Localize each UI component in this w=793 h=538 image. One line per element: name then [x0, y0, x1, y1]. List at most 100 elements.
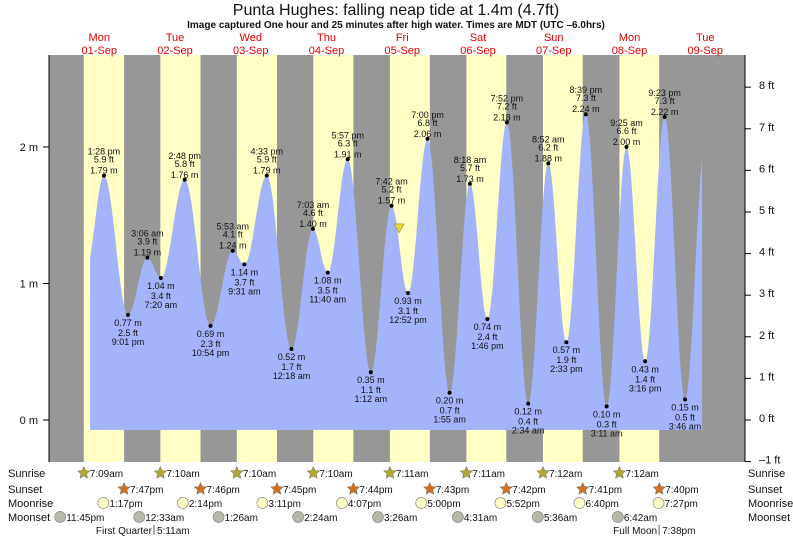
sunset-icon	[117, 481, 131, 495]
low-tide-point	[406, 291, 411, 296]
tide-ft-label: 2.4 ft	[477, 332, 498, 342]
tide-m-label: 1.76 m	[171, 170, 199, 180]
moonset-icon	[212, 511, 225, 523]
high-tide-point	[145, 255, 150, 260]
sunrise-icon	[230, 465, 244, 479]
sunrise-time: 7:12am	[549, 469, 582, 480]
moonset-icon	[452, 511, 464, 523]
tide-m-label: 1.91 m	[334, 149, 362, 159]
tide-m-label: 2.24 m	[572, 104, 600, 114]
tide-ft-label: 1.4 ft	[635, 374, 656, 384]
tide-m-label: 0.52 m	[278, 352, 306, 362]
date-label: 05-Sep	[385, 45, 420, 57]
high-tide-point	[425, 136, 430, 141]
day-label: Sun	[544, 32, 564, 44]
tide-ft-label: 7.2 ft	[497, 101, 518, 111]
low-tide-point	[683, 397, 688, 402]
moon-phase-name: First Quarter	[96, 526, 153, 537]
date-label: 06-Sep	[460, 45, 495, 57]
high-tide-point	[504, 120, 509, 125]
sunrise-row-label-right: Sunrise	[748, 468, 785, 480]
tide-time-label: 2:34 am	[512, 426, 545, 436]
moonrise-time: 4:07pm	[348, 499, 381, 510]
tide-m-label: 0.69 m	[197, 329, 225, 339]
moonrise-time: 1:17pm	[109, 499, 142, 510]
moonrise-time: 6:40pm	[586, 499, 619, 510]
tide-m-label: 0.77 m	[114, 318, 142, 328]
day-label: Thu	[317, 32, 336, 44]
low-tide-point	[447, 390, 452, 395]
chart-title: Punta Hughes: falling neap tide at 1.4m …	[233, 2, 559, 19]
tide-time-label: 12:52 pm	[389, 315, 427, 325]
tide-ft-label: 4.1 ft	[223, 230, 244, 240]
current-tide-marker	[393, 223, 405, 234]
tide-ft-label: 0.3 ft	[597, 419, 618, 429]
tide-ft-label: 6.3 ft	[338, 138, 359, 148]
sunset-icon	[346, 481, 361, 495]
moonset-time: 4:31am	[464, 513, 497, 524]
moonset-time: 6:42am	[624, 513, 657, 524]
tide-ft-label: 3.5 ft	[318, 286, 339, 296]
moonset-time: 2:24am	[304, 513, 337, 524]
tide-m-label: 1.04 m	[147, 281, 175, 291]
tide-m-label: 1.24 m	[219, 241, 247, 251]
sunrise-icon	[76, 465, 91, 479]
sunrise-icon	[459, 465, 474, 479]
tide-time-label: 2:48 pm	[168, 151, 201, 161]
sunset-time: 7:40pm	[665, 485, 698, 496]
sunset-time: 7:47pm	[130, 485, 163, 496]
chart-subtitle: Image captured One hour and 25 minutes a…	[187, 20, 605, 31]
day-label: Tue	[166, 32, 185, 44]
sunset-time: 7:42pm	[512, 485, 545, 496]
tide-ft-label: 3.4 ft	[151, 291, 172, 301]
tide-time-label: 7:52 pm	[491, 93, 524, 103]
sunrise-icon	[536, 465, 550, 479]
moonset-row-label-right: Moonset	[748, 512, 790, 524]
date-label: 02-Sep	[157, 45, 192, 57]
high-tide-point	[389, 203, 394, 208]
axes: 0 m 1 m 2 m –1 ft 0 ft 1 ft 2 ft 3 ft 4 ft 5 ft 6 …	[20, 55, 780, 467]
left-tick-label: 2 m	[20, 142, 38, 154]
high-tide-point	[662, 114, 667, 119]
high-tide-point	[345, 157, 350, 162]
tide-time-label: 12:18 am	[273, 371, 311, 381]
right-tick-label: 8 ft	[759, 80, 774, 92]
low-tide-point	[242, 262, 247, 267]
tide-area	[90, 114, 703, 430]
moonset-icon	[133, 511, 146, 523]
tide-ft-label: 3.1 ft	[398, 306, 419, 316]
sunset-icon	[499, 481, 514, 495]
tide-m-label: 1.73 m	[456, 174, 484, 184]
tide-m-label: 0.57 m	[553, 345, 581, 355]
high-tide-point	[264, 173, 269, 178]
moonset-icon	[372, 511, 384, 523]
sunset-time: 7:46pm	[207, 485, 240, 496]
tide-time-label: 3:06 am	[131, 229, 164, 239]
sunrise-row-label: Sunrise	[8, 468, 45, 480]
tide-ft-label: 3.9 ft	[137, 237, 158, 247]
moonrise-icon	[256, 497, 269, 509]
tide-time-label: 5:53 am	[216, 222, 249, 232]
date-label: 01-Sep	[82, 45, 117, 57]
right-tick-label: 1 ft	[759, 371, 774, 383]
tide-ft-label: 1.9 ft	[556, 355, 577, 365]
sunrise-icon	[612, 465, 627, 479]
tide-m-label: 1.79 m	[253, 166, 281, 176]
sunrise-time: 7:10am	[319, 469, 352, 480]
tide-time-label: 9:23 pm	[648, 88, 681, 98]
moonrise-icon	[415, 497, 428, 509]
date-label: 09-Sep	[688, 45, 723, 57]
tide-time-label: 8:18 am	[454, 155, 487, 165]
moonset-icon	[531, 511, 544, 523]
sunrise-time: 7:11am	[472, 469, 505, 480]
sunset-time: 7:45pm	[283, 485, 316, 496]
low-tide-point	[526, 401, 531, 406]
tide-m-label: 0.10 m	[593, 409, 621, 419]
tide-m-label: 0.93 m	[394, 296, 422, 306]
tide-time-label: 1:12 am	[355, 394, 388, 404]
tide-m-label: 1.57 m	[378, 196, 406, 206]
low-tide-point	[325, 270, 330, 275]
tide-ft-label: 4.6 ft	[303, 208, 324, 218]
tide-time-label: 4:33 pm	[250, 147, 283, 157]
